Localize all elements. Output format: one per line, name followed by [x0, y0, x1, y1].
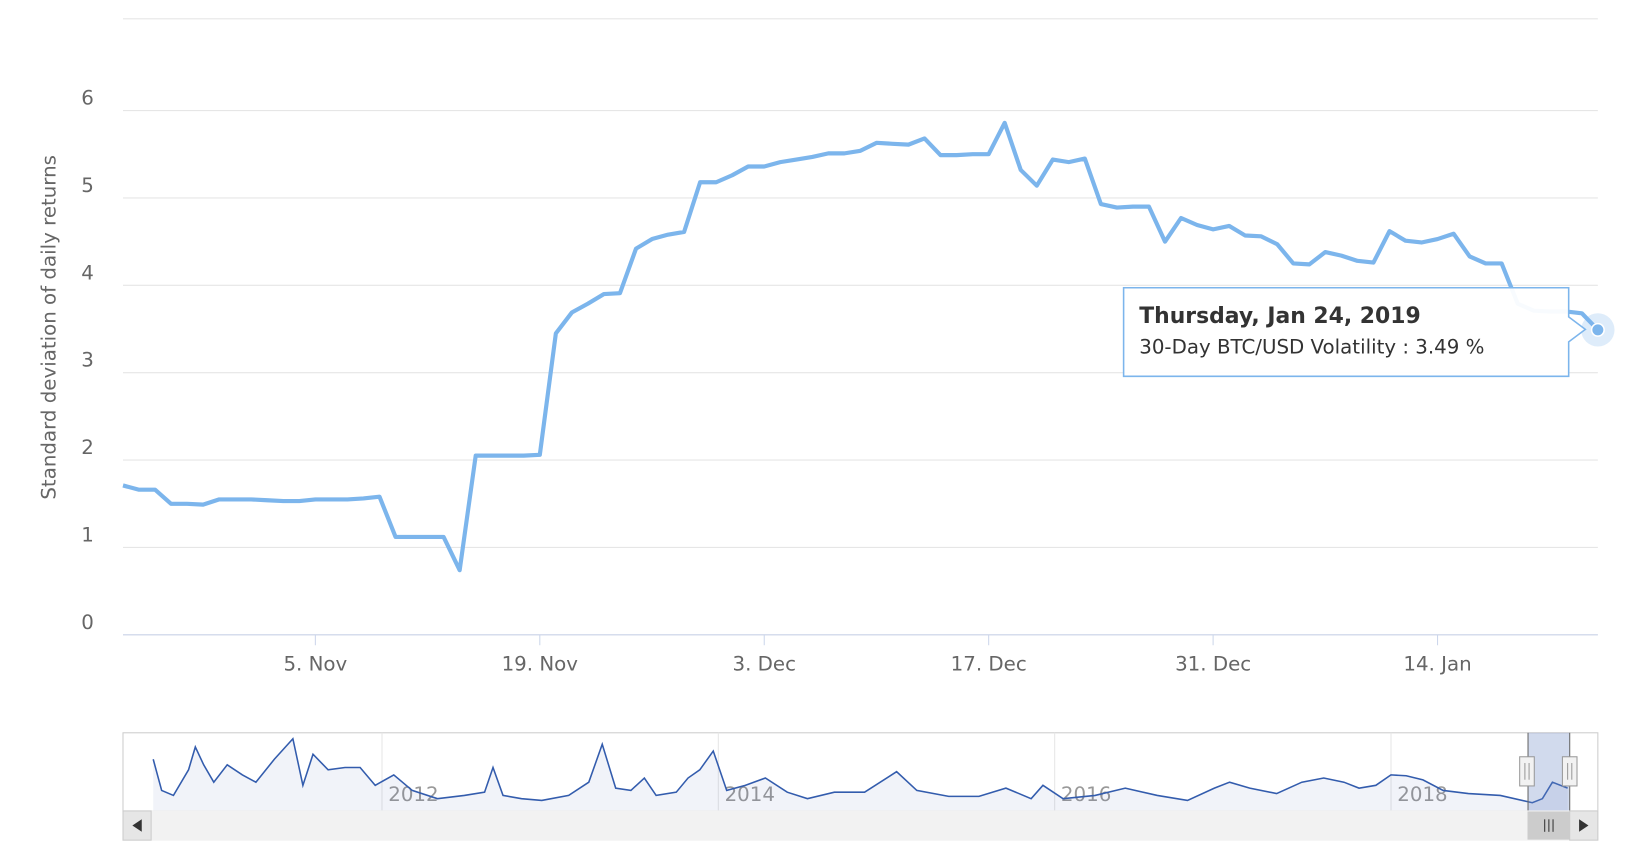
y-tick-label: 1 — [81, 523, 94, 546]
navigator-tick-label: 2016 — [1061, 783, 1111, 806]
y-tick-label: 5 — [81, 174, 94, 197]
navigator-tick-label: 2012 — [388, 783, 438, 806]
tooltip-box — [1122, 286, 1587, 378]
navigator-controls — [122, 732, 1599, 841]
x-tick-label: 19. Nov — [502, 653, 579, 676]
data-line — [122, 120, 1600, 573]
x-tick-label: 31. Dec — [1175, 653, 1251, 676]
y-tick-label: 4 — [81, 261, 94, 284]
x-tick-label: 17. Dec — [951, 653, 1027, 676]
x-tick-label: 5. Nov — [283, 653, 347, 676]
x-tick-label: 14. Jan — [1403, 653, 1471, 676]
navigator-tick-label: 2014 — [725, 783, 775, 806]
scrollbar-track[interactable] — [122, 810, 1599, 841]
tooltip-title: Thursday, Jan 24, 2019 — [1139, 304, 1420, 329]
tooltip: Thursday, Jan 24, 2019 30-Day BTC/USD Vo… — [1122, 286, 1587, 378]
tooltip-label: 30-Day BTC/USD Volatility : 3.49 % — [1139, 336, 1484, 359]
y-tick-label: 2 — [81, 436, 94, 459]
navigator-tick-label: 2018 — [1397, 783, 1447, 806]
plot-area: 0 1 2 3 4 5 6 5. Nov 19. Nov 3. Dec 17. Dec 31. Dec… — [81, 87, 1615, 676]
scrollbar-right-arrow — [1579, 819, 1589, 832]
y-tick-label: 6 — [81, 87, 94, 110]
x-tick-label: 3. Dec — [732, 653, 795, 676]
navigator-line — [152, 737, 1568, 804]
navigator-handle-right[interactable] — [1561, 756, 1578, 787]
hover-point — [1590, 322, 1605, 337]
y-axis-title: Standard deviation of daily returns — [38, 155, 61, 500]
navigator-handle-left[interactable] — [1519, 756, 1535, 787]
y-tick-label: 0 — [81, 611, 94, 634]
scrollbar-left-arrow — [132, 819, 142, 832]
navigator-area — [153, 738, 1568, 811]
navigator: 2012 2014 2016 2018 — [122, 732, 1599, 812]
navigator-outline — [122, 732, 1599, 812]
y-tick-label: 3 — [81, 349, 94, 372]
